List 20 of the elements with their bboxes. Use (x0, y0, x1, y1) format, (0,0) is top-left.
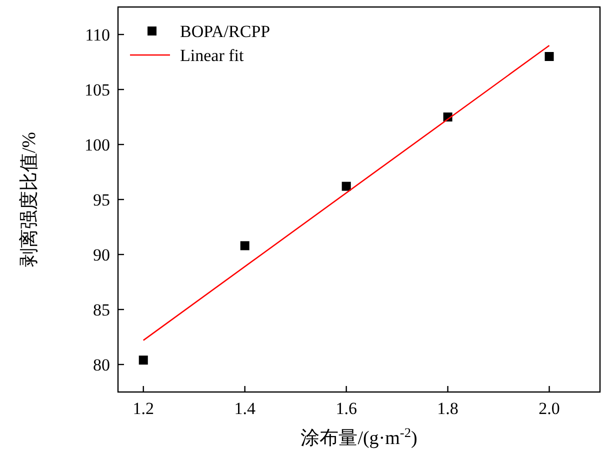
point (544, 52, 554, 61)
x-tick-label: 1.4 (234, 399, 256, 418)
y-tick-label: 90 (93, 246, 110, 264)
x-tick-label: 1.8 (437, 399, 458, 418)
point (240, 241, 250, 250)
y-tick-label: 105 (84, 80, 110, 100)
point (138, 356, 148, 365)
y-axis-title: 剥离强度比值/% (18, 132, 40, 268)
y-tick-label: 85 (93, 300, 110, 320)
legend-label: BOPA/RCPP (180, 22, 270, 41)
y-tick-label: 100 (84, 136, 110, 154)
point (342, 182, 351, 191)
x-axis-title: 涂布量/(g·m$^{-2}$) (300, 424, 418, 449)
x-tick-label: 2.0 (538, 399, 560, 418)
legend-label: Linear fit (180, 46, 244, 65)
x-tick-label: 1.2 (132, 399, 154, 418)
y-tick-label: 110 (85, 26, 110, 44)
x-tick-label: 1.6 (336, 399, 357, 418)
y-tick-label: 95 (93, 190, 110, 210)
y-tick-label: 80 (93, 356, 110, 374)
